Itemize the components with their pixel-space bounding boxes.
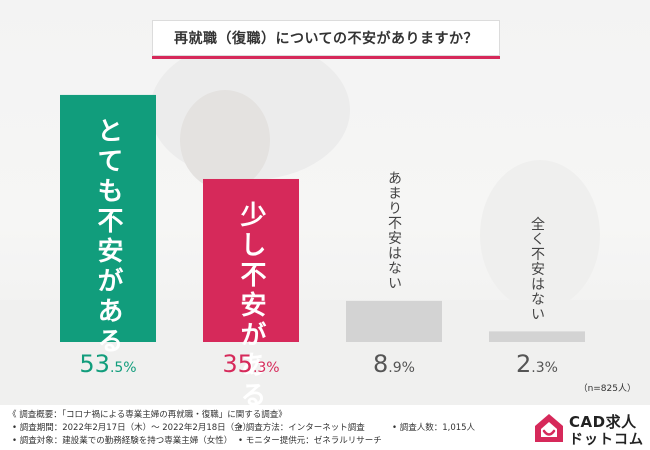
bar-4 — [489, 331, 585, 342]
value-label-2: 35.3% — [222, 350, 279, 378]
logo-text-line1: CAD求人 — [569, 413, 637, 431]
bar-label-2: 少し不安がある — [236, 201, 267, 405]
sample-size-note: （n=825人） — [578, 384, 636, 394]
chart-title-text: 再就職（復職）についての不安がありますか？ — [173, 31, 479, 47]
house-logo-icon — [535, 414, 563, 442]
bar-3 — [346, 300, 442, 342]
bar-1 — [60, 94, 156, 342]
value-label-4: 2.3% — [516, 350, 558, 378]
value-label-1: 53.5% — [79, 350, 136, 378]
bar-2 — [203, 178, 299, 342]
survey-provider: • モニター提供元：ゼネラルリサーチ — [238, 436, 382, 446]
survey-count: • 調査人数：1,015人 — [392, 423, 476, 433]
bar-label-3: あまり不安はない — [386, 171, 402, 291]
survey-target: • 調査対象：建設業での勤務経験を持つ専業主婦（女性） — [12, 436, 233, 446]
bar-label-4: 全く不安はない — [529, 216, 545, 322]
value-label-3: 8.9% — [373, 350, 415, 378]
survey-period: • 調査期間：2022年2月17日（木）～ 2022年2月18日（金） — [12, 423, 252, 433]
survey-method: • 調査方法：インターネット調査 — [238, 423, 365, 433]
cad-logo: CAD求人 ドットコム — [533, 408, 645, 448]
background-photo — [0, 0, 650, 405]
bar-label-1: とても不安がある — [93, 117, 123, 357]
logo-text-line2: ドットコム — [569, 432, 644, 448]
chart-title: 再就職（復職）についての不安がありますか？ — [152, 20, 500, 56]
title-underline — [152, 56, 500, 59]
survey-summary: 《 調査概要：「コロナ禍による専業主婦の再就職・復職」に関する調査》 — [8, 410, 287, 420]
